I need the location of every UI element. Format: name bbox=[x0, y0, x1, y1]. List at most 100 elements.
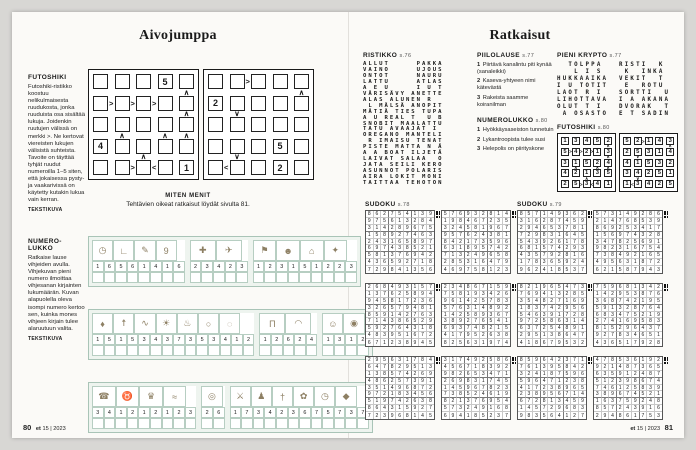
sudoku-cell: 4 bbox=[505, 339, 508, 346]
sudoku-cell: 2 bbox=[548, 298, 556, 305]
sudoku-cell: 4 bbox=[533, 298, 541, 305]
sudoku-cell: 8 bbox=[442, 239, 450, 246]
sudoku-cell: 2 bbox=[479, 211, 488, 218]
sudoku-cell: 6 bbox=[548, 259, 556, 267]
answer-cell bbox=[196, 345, 208, 356]
clue-number-cell: 1 bbox=[322, 334, 334, 345]
sudoku-cell: 3 bbox=[533, 305, 541, 312]
sudoku-cell: 6 bbox=[541, 339, 549, 347]
sudoku-cell: 5 bbox=[419, 266, 427, 274]
sudoku-cell: 5 bbox=[525, 357, 534, 364]
sudoku-cell: 7 bbox=[616, 218, 625, 225]
sudoku-cell: 6 bbox=[624, 412, 632, 420]
sudoku-cell: 7 bbox=[381, 245, 389, 253]
sudoku-cell: 1 bbox=[487, 284, 496, 291]
sudoku-cell: 9 bbox=[616, 291, 625, 298]
sudoku-cell: 2 bbox=[366, 239, 374, 246]
sudoku-cell: 2 bbox=[457, 371, 465, 378]
sudoku-cell: 4 bbox=[540, 291, 549, 298]
futoshiki-puzzle-2: > ∧ 2 ∨ 5 ∨ <2 bbox=[203, 69, 314, 180]
sudoku-cell: 6 bbox=[450, 266, 458, 274]
ristikko-letter-grid: ALLUT PAKKA VAINO UJOUS ONTOT NAURU LATT… bbox=[363, 61, 444, 187]
sudoku-cell: 1 bbox=[609, 305, 617, 312]
sudoku-cell: 4 bbox=[624, 405, 632, 413]
sudoku-cell: 6 bbox=[594, 371, 602, 378]
sudoku-cell: 8 bbox=[487, 211, 496, 218]
sudoku-cell: 4 bbox=[533, 225, 541, 232]
answer-cell bbox=[231, 345, 243, 356]
sudoku-cell: 9 bbox=[396, 259, 404, 267]
sudoku-cell: 9 bbox=[419, 291, 427, 298]
sudoku-cell: 7 bbox=[373, 391, 382, 399]
piilolause-heading: PIILOLAUSE s.77 bbox=[477, 52, 535, 59]
answer-cell bbox=[126, 345, 139, 356]
sudoku-cell: 7 bbox=[525, 398, 534, 406]
sudoku-cell: 5 bbox=[442, 211, 450, 218]
sudoku-cell: 2 bbox=[411, 298, 420, 305]
sudoku-cell: 8 bbox=[479, 325, 488, 333]
sudoku-cell: 5 bbox=[616, 357, 625, 364]
sudoku-cell: 7 bbox=[548, 245, 556, 253]
sudoku-cell: 6 bbox=[502, 357, 511, 364]
sudoku-cell: 2 bbox=[609, 378, 617, 385]
sudoku-cell: 3 bbox=[381, 412, 389, 420]
sudoku-cell: 4 bbox=[563, 284, 572, 291]
sudoku-cell: 9 bbox=[366, 391, 374, 399]
sudoku-cell: 7 bbox=[571, 284, 579, 291]
inequality-sign: < bbox=[590, 181, 594, 187]
sudoku-cell: 8 bbox=[639, 259, 648, 267]
answer-cell bbox=[345, 272, 358, 283]
sudoku-cell: 1 bbox=[540, 332, 549, 340]
sudoku-cell: 7 bbox=[571, 239, 579, 246]
sudoku-cell: 6 bbox=[464, 371, 473, 378]
inequality-sign: ∧ bbox=[140, 152, 147, 162]
sudoku-cell: 3 bbox=[487, 312, 496, 319]
answer-cell bbox=[149, 345, 162, 356]
sudoku-cell: 1 bbox=[472, 364, 480, 371]
futoshiki-cell: 4 bbox=[666, 147, 675, 156]
sudoku-cell: 7 bbox=[654, 225, 663, 232]
futoshiki-cell: 5 bbox=[655, 169, 664, 178]
sudoku-cell: 4 bbox=[533, 371, 541, 378]
sudoku-cell: 1 bbox=[472, 259, 480, 267]
sudoku-cell: 7 bbox=[518, 364, 526, 371]
sudoku-cell: 9 bbox=[388, 332, 397, 340]
sudoku-cell: 9 bbox=[479, 312, 488, 319]
sudoku-cell: 4 bbox=[449, 385, 458, 392]
answer-cell bbox=[184, 418, 197, 429]
sudoku-cell: 2 bbox=[472, 298, 480, 305]
futoshiki-cell bbox=[179, 74, 194, 89]
sudoku-cell: 8 bbox=[571, 405, 579, 413]
numerolukko-section-intro: NUMERO- LUKKO Ratkaise lause vihjeiden a… bbox=[28, 238, 86, 342]
futoshiki-solution-2: 5 2 >1 4 3 ∧ 2 5 3 1 4 ∨ 4 1 5 3 2 3 4 2 5 1 ∨ 1 <3 4 2 5 bbox=[619, 133, 679, 193]
sudoku-cell: 4 bbox=[442, 266, 450, 274]
sudoku-cell: 1 bbox=[526, 339, 534, 347]
answer-cell bbox=[161, 418, 174, 429]
sudoku-cell: 4 bbox=[487, 259, 496, 267]
sudoku-cell: 5 bbox=[647, 245, 655, 253]
futoshiki-cell bbox=[251, 117, 266, 132]
sudoku-cell: 9 bbox=[457, 266, 465, 274]
sudoku-cell: 6 bbox=[639, 378, 648, 385]
futoshiki-cell bbox=[294, 160, 309, 175]
sudoku-cell: 5 bbox=[403, 405, 412, 413]
sudoku-cell: 1 bbox=[563, 298, 572, 305]
clue-number-cell: 1 bbox=[92, 261, 104, 272]
inequality-sign: < bbox=[631, 181, 634, 187]
sudoku-cell: 9 bbox=[654, 385, 663, 392]
futoshiki-cell: 2 bbox=[593, 158, 602, 167]
sudoku-cell: 5 bbox=[647, 412, 655, 420]
footer-right: et 15 | 2023 81 bbox=[630, 423, 676, 432]
sudoku-cell: 1 bbox=[609, 364, 617, 371]
sudoku-cell: 3 bbox=[616, 378, 625, 385]
sudoku-cell: 5 bbox=[366, 325, 374, 333]
answer-cell bbox=[252, 272, 265, 283]
sudoku-cell: 2 bbox=[563, 291, 572, 298]
bear-icon: ☻ bbox=[276, 240, 300, 261]
sudoku-cell: 8 bbox=[449, 371, 458, 378]
sudoku-cell: 1 bbox=[388, 312, 397, 319]
sudoku-cell: 1 bbox=[464, 239, 473, 246]
sudoku-cell: 6 bbox=[426, 298, 435, 305]
sudoku-cell: 9 bbox=[419, 378, 427, 385]
sudoku-cell: 2 bbox=[639, 211, 648, 218]
